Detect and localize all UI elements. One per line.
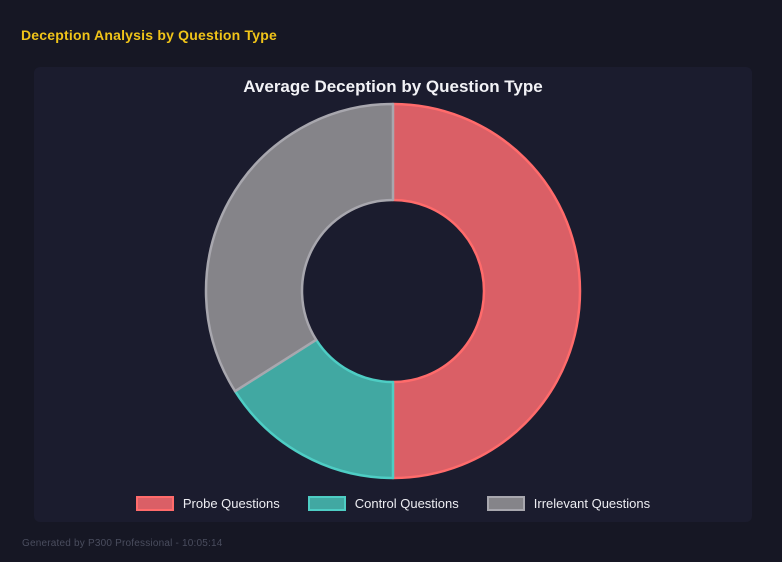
footer-note: Generated by P300 Professional - 10:05:1… xyxy=(22,538,223,549)
donut-segment-control-questions[interactable] xyxy=(233,338,395,480)
legend-swatch-irrelevant-questions xyxy=(486,496,525,511)
donut-segment-probe-questions[interactable] xyxy=(391,102,582,480)
chart-legend: Probe Questions Control Questions Irrele… xyxy=(34,496,752,511)
chart-title: Average Deception by Question Type xyxy=(243,77,543,96)
donut-chart xyxy=(204,102,582,480)
legend-label-probe-questions: Probe Questions xyxy=(182,496,280,511)
legend-item-irrelevant-questions[interactable]: Irrelevant Questions xyxy=(486,496,651,511)
page-title: Deception Analysis by Question Type xyxy=(21,27,277,43)
legend-item-probe-questions[interactable]: Probe Questions xyxy=(135,496,280,511)
legend-item-control-questions[interactable]: Control Questions xyxy=(307,496,459,511)
chart-panel: Average Deception by Question Type Probe… xyxy=(34,67,752,522)
legend-swatch-control-questions xyxy=(307,496,346,511)
donut-segment-irrelevant-questions[interactable] xyxy=(204,102,395,393)
legend-swatch-probe-questions xyxy=(135,496,174,511)
legend-label-control-questions: Control Questions xyxy=(354,496,459,511)
legend-label-irrelevant-questions: Irrelevant Questions xyxy=(533,496,651,511)
